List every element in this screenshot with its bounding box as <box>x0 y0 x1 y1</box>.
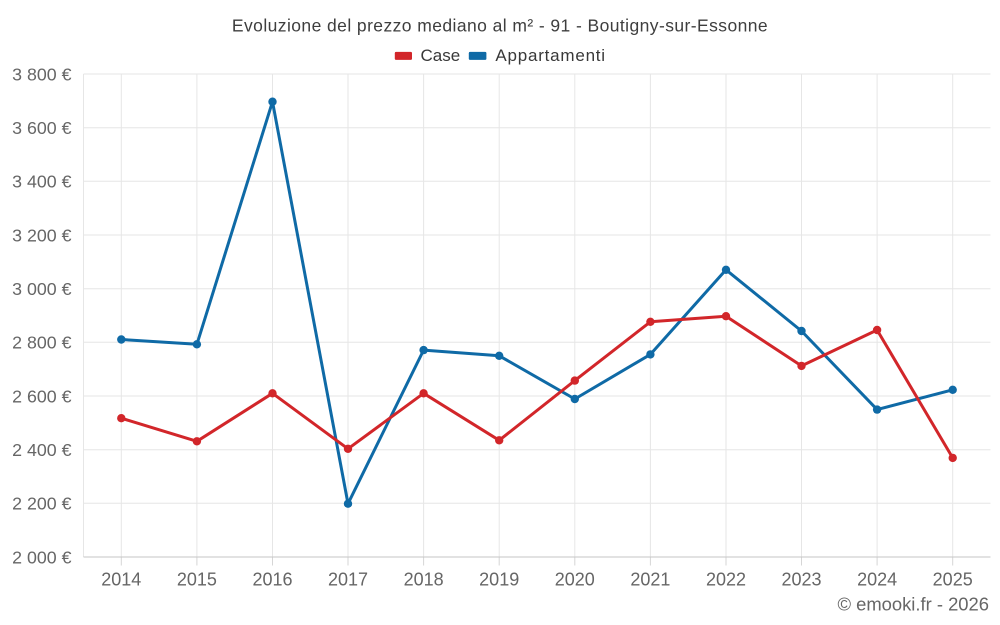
svg-text:Appartamenti: Appartamenti <box>495 46 605 65</box>
svg-text:2015: 2015 <box>177 569 217 589</box>
svg-text:2016: 2016 <box>252 569 292 589</box>
svg-text:3 000 €: 3 000 € <box>12 279 71 299</box>
svg-text:2021: 2021 <box>630 569 670 589</box>
svg-text:2018: 2018 <box>404 569 444 589</box>
svg-text:© emooki.fr - 2026: © emooki.fr - 2026 <box>837 594 989 615</box>
svg-text:2 600 €: 2 600 € <box>12 386 71 406</box>
svg-text:2020: 2020 <box>555 569 595 589</box>
svg-text:2025: 2025 <box>933 569 973 589</box>
svg-text:2022: 2022 <box>706 569 746 589</box>
svg-text:3 600 €: 3 600 € <box>12 118 71 138</box>
svg-text:3 200 €: 3 200 € <box>12 225 71 245</box>
svg-text:Case: Case <box>421 46 461 65</box>
svg-text:3 400 €: 3 400 € <box>12 172 71 192</box>
svg-text:2023: 2023 <box>781 569 821 589</box>
svg-text:Evoluzione del prezzo mediano: Evoluzione del prezzo mediano al m² - 91… <box>232 15 768 35</box>
svg-text:2019: 2019 <box>479 569 519 589</box>
svg-text:2 800 €: 2 800 € <box>12 333 71 353</box>
svg-text:3 800 €: 3 800 € <box>12 64 71 84</box>
svg-text:2 200 €: 2 200 € <box>12 494 71 514</box>
svg-text:2014: 2014 <box>101 569 141 589</box>
svg-text:2 400 €: 2 400 € <box>12 440 71 460</box>
svg-text:2 000 €: 2 000 € <box>12 547 71 567</box>
svg-text:2017: 2017 <box>328 569 368 589</box>
svg-text:2024: 2024 <box>857 569 897 589</box>
